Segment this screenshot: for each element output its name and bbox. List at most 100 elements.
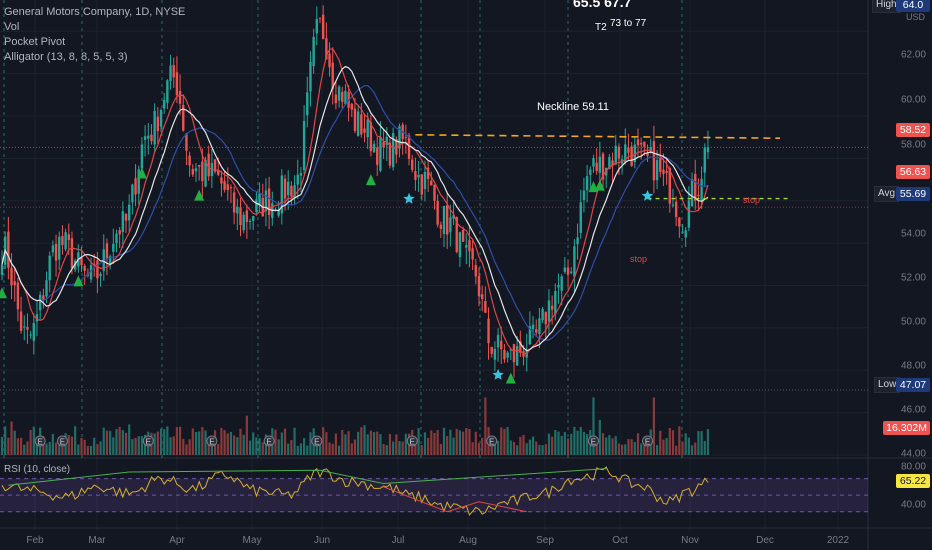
- candle-body: [417, 174, 420, 178]
- candle-body: [121, 211, 125, 233]
- volume-bar: [337, 445, 341, 455]
- candle-body: [223, 181, 226, 190]
- volume-bar: [112, 437, 115, 455]
- volume-bar: [283, 428, 287, 455]
- legend-vol[interactable]: Vol: [4, 21, 20, 33]
- candle-body: [671, 204, 675, 206]
- candle-body: [175, 72, 179, 96]
- legend-rsi[interactable]: RSI (10, close): [4, 464, 71, 475]
- volume-bar: [182, 438, 185, 455]
- legend-title: General Motors Company, 1D, NYSE: [4, 6, 186, 18]
- volume-bar: [217, 443, 220, 455]
- volume-bar: [258, 438, 261, 455]
- candle-body: [96, 260, 99, 279]
- candle-body: [493, 348, 497, 360]
- volume-bar: [131, 439, 134, 455]
- x-tick: Nov: [681, 535, 699, 546]
- candle-body: [217, 170, 220, 175]
- volume-bar: [366, 434, 369, 455]
- volume-bar: [83, 439, 86, 455]
- candle-body: [197, 165, 201, 167]
- candle-body: [178, 91, 182, 104]
- candle-body: [48, 255, 51, 281]
- t2-label: T2: [595, 22, 607, 33]
- volume-bar: [525, 443, 528, 455]
- candle-body: [611, 160, 614, 166]
- volume-bar: [392, 441, 395, 455]
- candle-body: [264, 190, 268, 212]
- volume-bar: [490, 444, 493, 455]
- volume-bar: [223, 430, 226, 455]
- candle-body: [706, 147, 710, 153]
- candle-body: [414, 171, 417, 180]
- candle-body: [423, 172, 427, 189]
- volume-bar: [35, 442, 39, 455]
- volume-bar: [395, 434, 398, 455]
- volume-bar: [229, 431, 233, 455]
- candle-body: [411, 159, 414, 170]
- candle-body: [480, 294, 484, 299]
- candle-body: [379, 136, 382, 171]
- candle-body: [252, 216, 255, 221]
- candle-body: [318, 17, 322, 19]
- candle-body: [67, 234, 70, 241]
- volume-bar: [96, 444, 99, 455]
- volume-bar: [449, 429, 452, 455]
- candle-body: [382, 141, 385, 148]
- volume-bar: [159, 428, 163, 455]
- x-tick: 2022: [826, 535, 850, 546]
- close-price-tag: 58.52: [896, 123, 930, 137]
- volume-bar: [671, 430, 675, 455]
- candle-body: [306, 92, 309, 116]
- currency-label: USD: [906, 12, 926, 22]
- volume-bar: [255, 437, 258, 455]
- candle-body: [61, 235, 64, 246]
- candle-body: [372, 143, 376, 153]
- earnings-marker: [311, 435, 323, 447]
- volume-bar: [74, 426, 77, 455]
- volume-bar: [519, 436, 522, 455]
- candle-body: [633, 144, 637, 163]
- earnings-marker: [34, 435, 46, 447]
- candle-body: [108, 256, 112, 265]
- volume-bar: [582, 431, 586, 455]
- candle-body: [639, 143, 643, 145]
- candle-body: [468, 240, 471, 252]
- volume-bar: [605, 437, 608, 455]
- volume-bar: [706, 429, 710, 455]
- candle-body: [58, 236, 61, 260]
- volume-bar: [522, 434, 525, 455]
- sma-red-line: [1, 48, 709, 355]
- x-tick: Apr: [169, 535, 185, 546]
- candle-body: [26, 326, 29, 330]
- candle-body: [700, 178, 703, 201]
- volume-bar: [137, 436, 140, 455]
- candle-body: [229, 187, 233, 189]
- star-marker: [641, 190, 654, 201]
- earnings-marker-label: E: [209, 438, 214, 447]
- candle-body: [115, 233, 118, 244]
- earnings-marker: [142, 435, 154, 447]
- volume-bar: [10, 421, 13, 455]
- volume-bar: [23, 444, 26, 455]
- volume-bar: [369, 430, 372, 455]
- legend-pocket-pivot[interactable]: Pocket Pivot: [4, 36, 66, 48]
- candle-body: [531, 324, 535, 330]
- legend-alligator[interactable]: Alligator (13, 8, 8, 5, 5, 3): [4, 51, 128, 63]
- rsi-line: [1, 466, 709, 516]
- candle-body: [528, 326, 532, 345]
- candle-body: [662, 169, 665, 175]
- candle-body: [51, 245, 55, 253]
- candle-body: [7, 231, 10, 268]
- candle-body: [325, 38, 328, 60]
- candle-body: [538, 318, 541, 335]
- volume-bar: [570, 433, 573, 455]
- volume-bar: [86, 445, 89, 455]
- volume-bar: [484, 397, 487, 455]
- volume-bar: [560, 435, 563, 455]
- candle-body: [391, 133, 395, 168]
- y-tick: 54.00: [900, 228, 926, 240]
- earnings-marker-label: E: [37, 438, 42, 447]
- volume-bar: [248, 440, 252, 455]
